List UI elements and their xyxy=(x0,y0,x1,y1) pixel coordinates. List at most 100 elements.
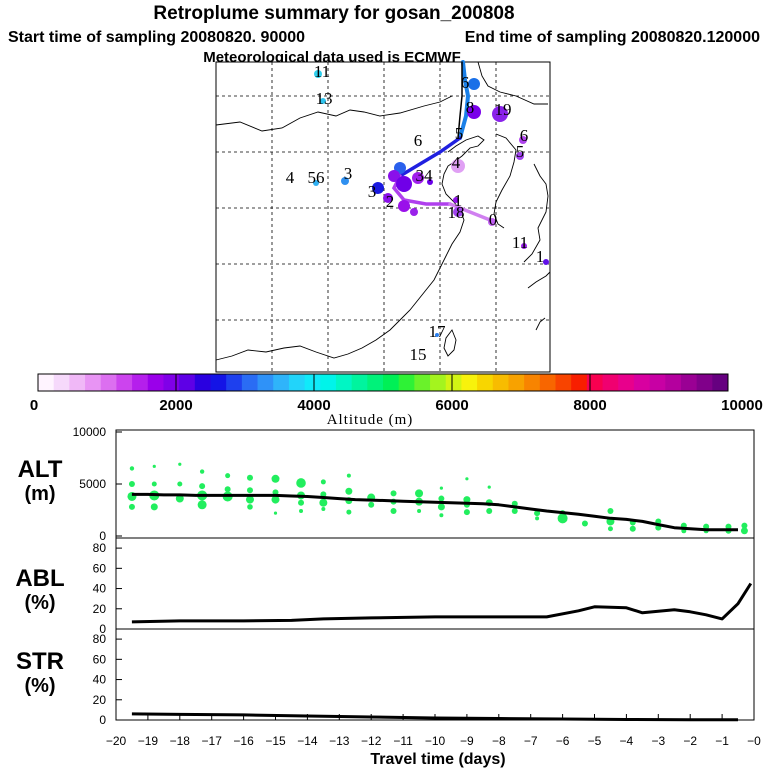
colorbar-cell xyxy=(712,374,729,391)
colorbar-cell xyxy=(571,374,588,391)
map-day-label: 5 xyxy=(455,124,464,143)
altitude-point xyxy=(224,486,231,493)
altitude-point xyxy=(246,474,253,481)
altitude-point xyxy=(197,500,207,510)
plume-dot xyxy=(412,172,424,184)
map-day-label: 15 xyxy=(410,345,427,364)
colorbar-tick-label: 2000 xyxy=(159,397,192,414)
x-tick-label: −13 xyxy=(329,734,350,748)
colorbar-cell xyxy=(508,374,525,391)
figure-title: Retroplume summary for gosan_200808 xyxy=(153,3,514,24)
trajectory-line-pink xyxy=(448,202,492,222)
altitude-point xyxy=(272,489,279,496)
map-day-label: 11 xyxy=(314,62,330,81)
y-tick-label: 0 xyxy=(99,713,106,727)
x-axis-label: Travel time (days) xyxy=(370,751,505,768)
colorbar-cell xyxy=(179,374,196,391)
map-day-label: 13 xyxy=(316,89,333,108)
colorbar-cell xyxy=(132,374,149,391)
altitude-point xyxy=(368,501,375,508)
colorbar-cell xyxy=(461,374,478,391)
map-day-label: 3 xyxy=(344,164,353,183)
altitude-point xyxy=(199,483,206,490)
y-tick-label: 60 xyxy=(93,652,107,666)
str-panel-unit: (%) xyxy=(24,675,55,697)
colorbar-cell xyxy=(383,374,400,391)
x-tick-label: −5 xyxy=(588,734,602,748)
plume-dot xyxy=(313,180,319,186)
colorbar-cell xyxy=(492,374,509,391)
altitude-point xyxy=(465,477,469,481)
map-day-label: 4 xyxy=(286,168,295,187)
y-tick-label: 20 xyxy=(93,693,107,707)
colorbar-cell xyxy=(335,374,353,391)
y-tick-label: 80 xyxy=(93,541,107,555)
plume-cluster-dots xyxy=(313,70,549,337)
colorbar-tick-label: 4000 xyxy=(297,397,330,414)
map-day-label: 56 xyxy=(308,168,325,187)
y-tick-label: 20 xyxy=(93,602,107,616)
colorbar-cell xyxy=(116,374,133,391)
map-coastlines xyxy=(215,61,551,361)
plume-dot xyxy=(314,70,322,78)
altitude-point xyxy=(152,464,156,468)
altitude-point xyxy=(725,523,732,530)
x-tick-label: −10 xyxy=(425,734,446,748)
colorbar-cell xyxy=(241,374,259,391)
altitude-point xyxy=(487,485,491,489)
plume-dot xyxy=(410,208,418,216)
alt-panel-title: ALT xyxy=(18,456,63,483)
y-tick-label: 60 xyxy=(93,561,107,575)
plume-dot xyxy=(467,105,481,119)
colorbar-cell xyxy=(85,374,102,391)
colorbar-cell xyxy=(477,374,494,391)
plume-dot xyxy=(468,78,480,90)
colorbar-cell xyxy=(696,374,713,391)
plume-dot xyxy=(488,218,496,226)
abl-panel-title: ABL xyxy=(15,565,64,592)
map-day-label: 6 xyxy=(461,73,470,92)
map-day-label: 3 xyxy=(368,182,377,201)
map-day-label: 0 xyxy=(489,210,498,229)
x-tick-label: −11 xyxy=(393,734,413,748)
plume-dot xyxy=(435,333,439,337)
plume-dot xyxy=(372,182,384,194)
altitude-point xyxy=(345,487,353,495)
altitude-point xyxy=(557,513,568,524)
plume-dot xyxy=(453,197,459,203)
colorbar-cell xyxy=(602,374,619,391)
x-tick-label: −1 xyxy=(715,734,729,748)
altitude-point xyxy=(486,508,493,515)
map-day-label: 17 xyxy=(429,322,447,341)
map-day-label: 34 xyxy=(416,166,434,185)
x-tick-label: −0 xyxy=(747,734,761,748)
colorbar-cell xyxy=(524,374,541,391)
plume-dot xyxy=(516,152,524,160)
colorbar-cell xyxy=(210,374,227,391)
plume-dot xyxy=(451,159,465,173)
altitude-point xyxy=(463,509,470,516)
time-series-panels: ALT (m) ABL (%) STR (%) 0 5000 10000 0 20 40… xyxy=(15,425,761,768)
abl-series-line xyxy=(131,582,753,624)
altitude-point xyxy=(438,495,445,502)
alt-series-line xyxy=(131,492,738,532)
x-tick-label: −7 xyxy=(524,734,538,748)
x-tick-label: −4 xyxy=(620,734,634,748)
altitude-point xyxy=(463,496,471,504)
altitude-point xyxy=(390,508,397,515)
x-tick-label: −3 xyxy=(651,734,665,748)
map-day-label: 18 xyxy=(448,203,465,222)
altitude-point xyxy=(247,504,253,510)
map-day-label: 8 xyxy=(466,98,475,117)
altitude-point xyxy=(271,474,280,483)
y-tick-label: 0 xyxy=(99,622,106,636)
trajectory-line-blue xyxy=(398,136,462,178)
plume-dot xyxy=(398,200,410,212)
altitude-point xyxy=(273,511,278,515)
altitude-point xyxy=(321,506,326,511)
altitude-point xyxy=(296,478,306,488)
plume-dot xyxy=(543,259,549,265)
altitude-point xyxy=(271,495,280,504)
colorbar-cell xyxy=(257,374,274,391)
y-tick-label: 40 xyxy=(93,673,107,687)
